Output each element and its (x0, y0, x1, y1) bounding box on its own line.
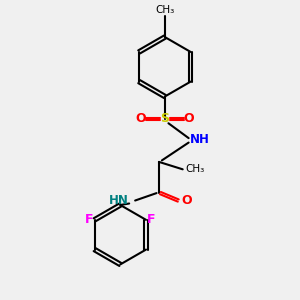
Text: O: O (181, 194, 192, 207)
Text: S: S (160, 112, 169, 125)
Text: HN: HN (109, 194, 129, 207)
Text: F: F (85, 213, 93, 226)
Text: O: O (136, 112, 146, 125)
Text: CH₃: CH₃ (155, 5, 175, 15)
Text: CH₃: CH₃ (186, 164, 205, 174)
Text: NH: NH (190, 133, 210, 146)
Text: O: O (183, 112, 194, 125)
Text: F: F (147, 213, 156, 226)
